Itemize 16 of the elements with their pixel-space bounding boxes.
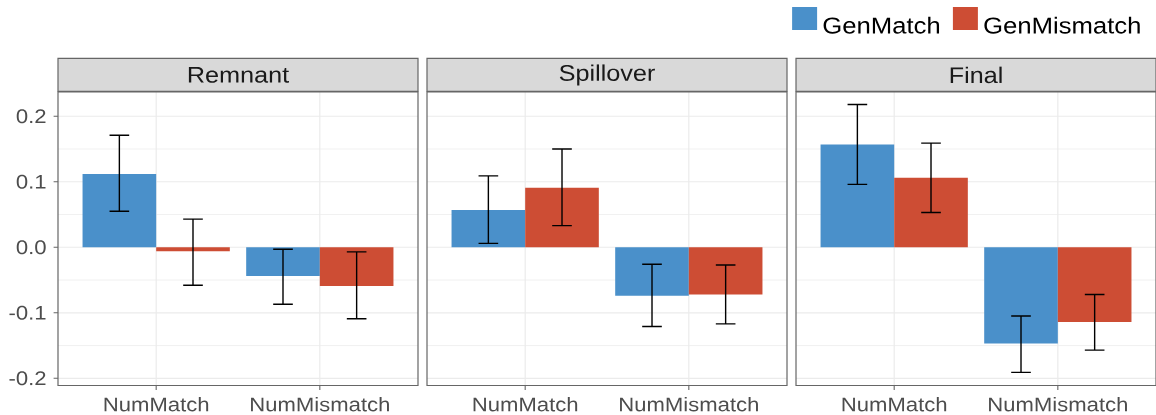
y-tick-label: 0.0 bbox=[16, 240, 46, 255]
x-tick-label: NumMatch bbox=[473, 396, 578, 412]
chart-title: Remnant bbox=[188, 67, 289, 83]
x-tick-label: NumMismatch bbox=[251, 396, 389, 412]
legend-label: GenMatch bbox=[823, 16, 940, 34]
y-tick-label: -0.2 bbox=[9, 371, 46, 386]
legend-label: GenMismatch bbox=[984, 16, 1140, 34]
x-tick-label: NumMismatch bbox=[989, 396, 1127, 412]
x-tick-label: NumMatch bbox=[842, 396, 947, 412]
chart-title: Spillover bbox=[559, 64, 655, 86]
y-tick-label: 0.2 bbox=[16, 109, 46, 124]
chart-title: Final bbox=[950, 66, 1002, 84]
y-tick-label: -0.1 bbox=[9, 305, 46, 320]
x-tick-label: NumMismatch bbox=[620, 396, 758, 412]
x-tick-label: NumMatch bbox=[104, 396, 209, 412]
y-tick-label: 0.1 bbox=[16, 174, 46, 189]
